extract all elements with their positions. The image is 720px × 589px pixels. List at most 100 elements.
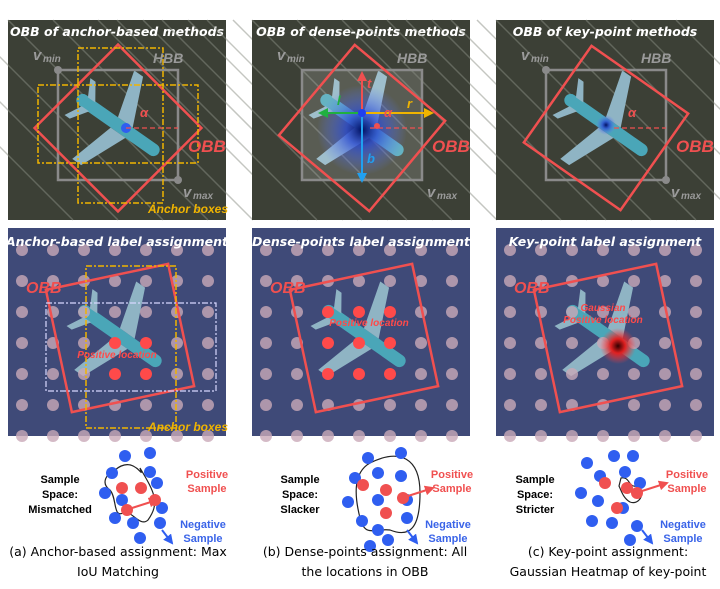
sample-location: [690, 337, 702, 349]
airplane-wings: [72, 70, 144, 166]
sample-space-boundary: [618, 477, 643, 504]
vmin-point: [54, 66, 62, 74]
sample-location: [109, 275, 121, 287]
positive-sample-label: Sample: [187, 483, 226, 495]
sample-location: [291, 399, 303, 411]
hbb-label: HBB: [397, 50, 427, 66]
panel-mid-1: Anchor boxes Positive location OBB Anchor-b…: [5, 228, 229, 442]
positive-sample-dot: [380, 484, 392, 496]
sample-location: [260, 275, 272, 287]
airplane-tail: [554, 289, 586, 330]
sample-location: [384, 244, 396, 256]
negative-sample-dot: [349, 472, 361, 484]
sample-location: [47, 430, 59, 442]
positive-sample-dot: [135, 482, 147, 494]
airplane-wings: [560, 70, 632, 166]
middle-row: Anchor boxes Positive location OBB Anchor-b…: [5, 228, 714, 442]
runway-line: [52, 19, 254, 221]
point: [358, 109, 366, 117]
sample-location: [171, 337, 183, 349]
anchor-boxes-label: Anchor boxes: [147, 202, 228, 216]
obb-box: [32, 42, 204, 214]
sample-location: [446, 430, 458, 442]
keypoint-glow: [596, 115, 616, 135]
vmin-subscript: min: [531, 54, 549, 65]
positive-location: [322, 306, 334, 318]
sample-location: [291, 368, 303, 380]
sample-location: [202, 430, 214, 442]
positive-location: [109, 337, 121, 349]
airplane-wings: [318, 281, 390, 377]
sample-location: [260, 306, 272, 318]
sample-location: [597, 275, 609, 287]
caption: (a) Anchor-based assignment: Max: [9, 544, 227, 559]
runway-line: [540, 19, 720, 201]
sample-location: [384, 430, 396, 442]
positive-sample-dot: [397, 492, 409, 504]
sample-location: [202, 306, 214, 318]
sample-location: [16, 275, 28, 287]
hbb-box: [56, 68, 180, 182]
negative-sample-dot: [156, 502, 168, 514]
panel-title: Key-point label assignment: [509, 234, 702, 249]
obb-box: [532, 262, 684, 414]
negative-sample-dot: [401, 512, 413, 524]
positive-arrow: [641, 480, 669, 492]
vmin-subscript: min: [43, 54, 61, 65]
vmax-subscript: max: [193, 191, 213, 202]
vmin-label: v: [277, 47, 287, 64]
negative-sample-dot: [362, 452, 374, 464]
vmax-point: [662, 176, 670, 184]
sample-location: [415, 337, 427, 349]
sample-location: [415, 399, 427, 411]
negative-sample-dot: [116, 494, 128, 506]
obb-label: OBB: [432, 137, 470, 156]
positive-location-label: Positive location: [329, 318, 408, 329]
positive-location: [384, 368, 396, 380]
sample-location: [628, 368, 640, 380]
sample-location: [202, 399, 214, 411]
runway-line: [630, 19, 720, 111]
positive-location: [353, 306, 365, 318]
airplane-tail: [310, 289, 342, 330]
sample-location: [446, 368, 458, 380]
negative-sample-dot: [127, 517, 139, 529]
panel-title: Dense-points label assignment: [252, 234, 471, 249]
anchor-boxes-label: Anchor boxes: [147, 420, 228, 434]
positive-sample-label: Positive: [431, 469, 473, 481]
positive-location: [322, 337, 334, 349]
positive-sample-label: Sample: [667, 483, 706, 495]
caption: the locations in OBB: [302, 564, 429, 579]
sample-location: [171, 399, 183, 411]
panel-title: OBB of anchor-based methods: [10, 24, 224, 39]
angle-label: α: [384, 105, 393, 120]
sample-location: [47, 244, 59, 256]
airplane-fuselage: [76, 93, 160, 157]
runway-line: [585, 19, 720, 156]
hbb-label: HBB: [641, 50, 671, 66]
sample-location: [690, 306, 702, 318]
positive-location: [140, 368, 152, 380]
sample-location: [260, 244, 272, 256]
negative-sample-dot: [106, 467, 118, 479]
vmax-label: v: [183, 184, 193, 201]
sample-location: [260, 337, 272, 349]
positive-sample-dot: [121, 504, 133, 516]
gaussian-heatmap: [600, 328, 636, 364]
angle-label: α: [140, 105, 149, 120]
airplane-tail: [66, 289, 98, 330]
runway-line: [0, 55, 164, 221]
positive-location: [384, 306, 396, 318]
sample-space-1: Sample Space: Mismatched Positive Sample Nega…: [28, 447, 228, 545]
sample-location: [291, 275, 303, 287]
airplane-tail: [552, 78, 584, 119]
runway-line: [0, 100, 119, 221]
sample-location: [690, 275, 702, 287]
positive-arrow: [407, 485, 435, 497]
sample-location: [16, 337, 28, 349]
sample-space-label: Space:: [517, 489, 553, 501]
sample-location: [16, 430, 28, 442]
